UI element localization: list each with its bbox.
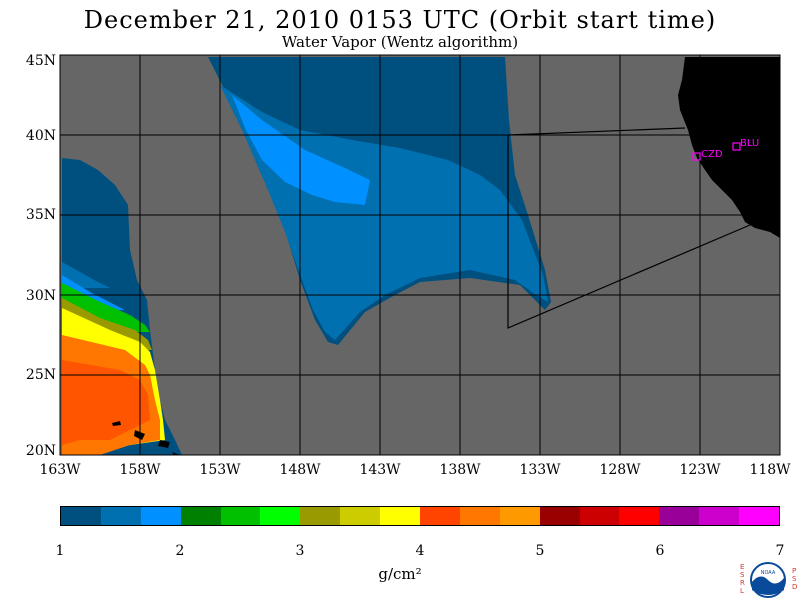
lat-label-25n: 25N [25,367,56,383]
colorbar-tick-2: 2 [175,543,185,559]
colorbar-swatch-7 [300,507,341,525]
colorbar-tick-4: 4 [415,543,425,559]
land-hawaii-4 [172,452,180,455]
land-hawaii-1 [112,421,121,426]
lon-label-138w: 138W [439,462,481,478]
band-light-blue [62,262,110,288]
lon-label-143w: 143W [359,462,401,478]
lat-label-30n: 30N [25,288,56,304]
colorbar-swatch-11 [459,507,500,525]
lat-label-20n: 20N [25,443,56,459]
colorbar-swatch-5 [220,507,261,525]
noaa-logo-text: NOAA [761,570,776,576]
colorbar-swatch-14 [579,507,620,525]
domain-top-edge [507,127,686,136]
station-blu-marker [732,142,741,151]
lat-label-40n: 40N [25,128,56,144]
colorbar-swatch-1 [61,507,101,525]
colorbar-tick-3: 3 [295,543,305,559]
colorbar-unit: g/cm² [378,565,422,583]
station-czd-label: CZD [701,149,723,160]
lon-label-158w: 158W [119,462,161,478]
colorbar-swatch-12 [499,507,540,525]
colorbar-swatch-6 [260,507,301,525]
colorbar-swatch-13 [539,507,580,525]
map-frame [59,54,781,456]
colorbar-tick-6: 6 [655,543,665,559]
colorbar-swatch-17 [699,507,740,525]
lon-label-118w: 118W [749,462,791,478]
colorbar-swatch-16 [659,507,700,525]
land-california [678,57,780,238]
gridlines [60,55,780,455]
lat-label-45n: 45N [25,53,56,69]
colorbar-tick-7: 7 [775,543,785,559]
lon-label-123w: 123W [679,462,721,478]
domain-outline [507,135,751,329]
swath-center-blue [232,95,370,205]
colorbar-tick-5: 5 [535,543,545,559]
chart-subtitle: Water Vapor (Wentz algorithm) [281,33,519,51]
band-dark-orange [62,360,150,445]
colorbar-swatch-10 [420,507,460,525]
lon-label-148w: 148W [279,462,321,478]
colorbar-swatch-3 [140,507,181,525]
lon-label-128w: 128W [599,462,641,478]
colorbar-swatch-15 [619,507,660,525]
colorbar-swatch-2 [100,507,141,525]
lon-label-153w: 153W [199,462,241,478]
station-czd-marker [692,152,701,161]
lon-label-163w: 163W [39,462,81,478]
colorbar-swatch-9 [380,507,421,525]
lat-label-35n: 35N [25,207,56,223]
colorbar-swatch-8 [340,507,381,525]
noaa-logo: NOAA [750,562,786,598]
station-blu-label: BLU [740,138,759,149]
colorbar-swatch-4 [180,507,221,525]
colorbar-swatch-18 [739,507,780,525]
colorbar-tick-1: 1 [55,543,65,559]
lon-label-133w: 133W [519,462,561,478]
chart-title: December 21, 2010 0153 UTC (Orbit start … [83,6,717,34]
land-hawaii-3 [158,440,170,448]
colorbar [60,506,780,526]
